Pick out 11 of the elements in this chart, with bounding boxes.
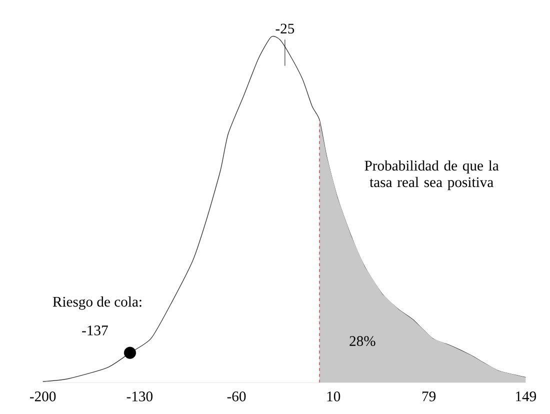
x-tick-label: -130 bbox=[126, 392, 152, 402]
annotation: -137 bbox=[82, 326, 108, 336]
x-tick-label: 79 bbox=[422, 392, 436, 402]
annotation: Probabilidad de que la tasa real sea positiva bbox=[364, 160, 499, 190]
annotation: 28% bbox=[350, 336, 376, 346]
x-tick-label: -60 bbox=[227, 392, 246, 402]
x-tick-label: -200 bbox=[30, 392, 56, 402]
x-tick-label: 10 bbox=[327, 392, 340, 402]
annotation: Riesgo de cola: bbox=[52, 296, 142, 310]
x-tick-label: 149 bbox=[516, 392, 536, 402]
annotation: -25 bbox=[276, 24, 294, 34]
